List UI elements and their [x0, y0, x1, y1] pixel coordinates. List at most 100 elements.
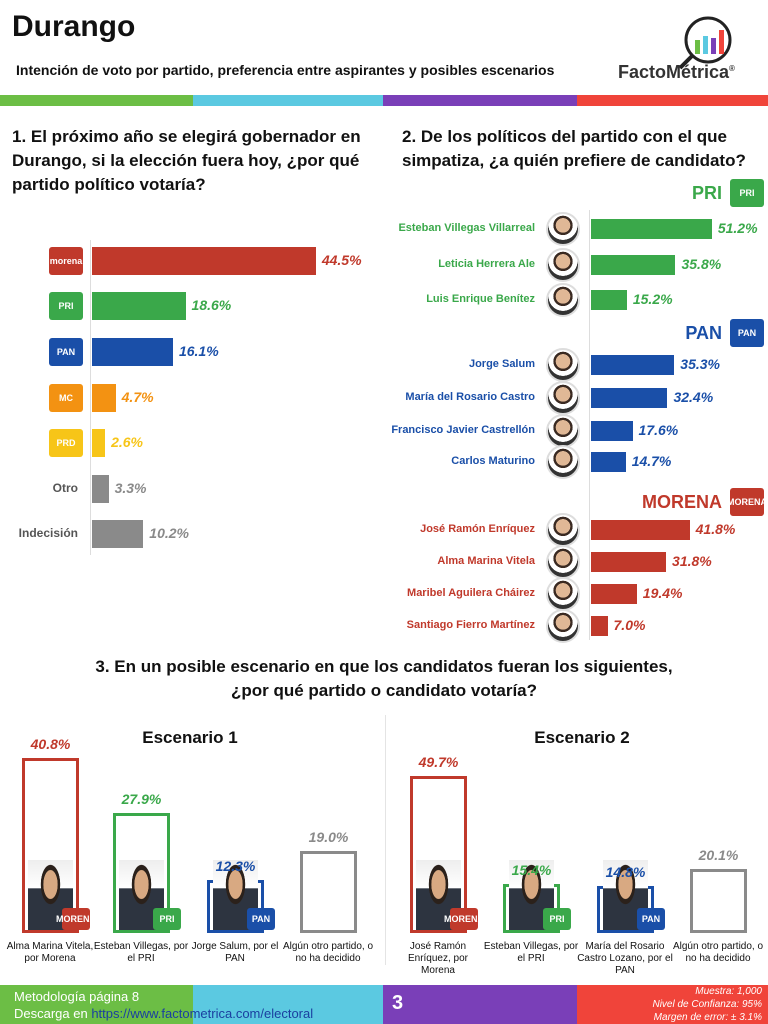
- bar-candidate: [591, 388, 668, 408]
- pri-logo-icon: PRI: [730, 179, 764, 207]
- value-label: 12.3%: [215, 858, 256, 875]
- scenario-bar: PAN: [207, 859, 275, 933]
- footer-cyan: [193, 985, 383, 1024]
- color-strip-green: [0, 95, 193, 106]
- candidate-name: Luis Enrique Benítez: [426, 293, 535, 305]
- candidate-photo: [546, 283, 580, 317]
- bar-indecisión: [92, 520, 144, 548]
- bar-candidate: [591, 421, 633, 441]
- value-label: 10.2%: [149, 525, 189, 541]
- bar-candidate: [591, 255, 676, 275]
- download-link[interactable]: https://www.factometrica.com/electoral: [91, 1006, 314, 1021]
- value-label: 15.2%: [632, 291, 673, 307]
- morena-logo-icon: morena: [49, 247, 83, 275]
- category-label: Otro: [52, 481, 78, 495]
- pan-logo-icon: PAN: [637, 907, 665, 930]
- morena-logo-icon: MORENA: [727, 488, 767, 516]
- candidate-photo: [546, 414, 580, 448]
- sample-size: Muestra: 1,000: [695, 986, 762, 997]
- survey-info: Muestra: 1,000 Nivel de Confianza: 95% M…: [652, 985, 762, 1024]
- question-3-line-2: ¿por qué partido o candidato votaría?: [230, 681, 538, 700]
- bar-candidate: [591, 584, 637, 604]
- value-label: 15.4%: [511, 862, 552, 879]
- footer-red: [577, 985, 768, 1024]
- scenario-bar: PAN: [597, 859, 665, 933]
- category-label: Esteban Villegas, por el PRI: [93, 941, 189, 964]
- value-label: 49.7%: [418, 753, 459, 770]
- value-label: 14.8%: [605, 864, 646, 881]
- category-label: María del Rosario Castro Lozano, por el …: [577, 941, 673, 976]
- scenario-bar: PRI: [503, 859, 571, 933]
- candidate-photo: [546, 609, 580, 643]
- candidate-photo: [546, 545, 580, 579]
- value-label: 7.0%: [613, 617, 646, 633]
- category-label: José Ramón Enríquez, por Morena: [407, 941, 469, 976]
- bar-candidate: [591, 520, 690, 540]
- candidate-name: José Ramón Enríquez: [420, 523, 535, 535]
- bar-pan: [92, 338, 173, 366]
- value-label: 41.8%: [695, 521, 736, 537]
- candidate-photo: [546, 248, 580, 282]
- bar-candidate: [591, 355, 675, 375]
- candidate-name: Santiago Fierro Martínez: [406, 619, 535, 631]
- category-label: Algún otro partido, o no ha decidido: [282, 941, 374, 964]
- scenario-bar: [300, 851, 357, 933]
- morena-logo-icon: MORENA: [444, 907, 484, 930]
- candidate-photo: [546, 348, 580, 382]
- methodology-note: Metodología página 8: [14, 989, 140, 1004]
- value-label: 2.6%: [111, 434, 143, 450]
- page-number: 3: [392, 992, 404, 1014]
- value-label: 16.1%: [178, 343, 219, 359]
- scenario-divider: [385, 715, 386, 965]
- bar-pri: [92, 292, 186, 320]
- bar-candidate: [591, 552, 667, 572]
- color-strip-red: [577, 95, 768, 106]
- value-label: 27.9%: [121, 791, 162, 808]
- party-header-pri: PRI: [691, 183, 722, 203]
- pan-logo-icon: PAN: [247, 907, 275, 930]
- question-2-title: 2. De los políticos del partido con el q…: [402, 127, 746, 170]
- value-label: 31.8%: [672, 553, 712, 569]
- candidate-photo: [546, 513, 580, 547]
- scenario-bar: MORENA: [22, 757, 96, 933]
- candidate-photo: [546, 381, 580, 415]
- candidate-photo: [546, 212, 580, 246]
- footer-green: [0, 985, 193, 1024]
- color-strip-purple: [383, 95, 577, 106]
- candidate-name: Esteban Villegas Villarreal: [398, 222, 535, 234]
- axis-line: [589, 210, 590, 640]
- pri-logo-icon: PRI: [543, 907, 571, 930]
- value-label: 44.5%: [321, 252, 362, 268]
- value-label: 4.7%: [121, 389, 154, 405]
- value-label: 18.6%: [191, 297, 232, 313]
- value-label: 35.8%: [681, 256, 722, 272]
- value-label: 35.3%: [680, 356, 720, 372]
- download-label: Descarga en: [14, 1006, 92, 1021]
- bar-candidate: [591, 452, 626, 472]
- candidate-name: Jorge Salum: [468, 358, 535, 370]
- party-header-pan: PAN: [685, 323, 722, 343]
- value-label: 20.1%: [698, 847, 739, 864]
- value-label: 19.0%: [308, 829, 349, 846]
- pri-logo-icon: PRI: [49, 292, 83, 320]
- pan-logo-icon: PAN: [730, 319, 764, 347]
- candidate-name: Francisco Javier Castrellón: [391, 424, 535, 436]
- value-label: 3.3%: [114, 480, 147, 496]
- category-label: Esteban Villegas, por el PRI: [483, 941, 579, 964]
- bar-candidate: [591, 219, 712, 239]
- category-label: Indecisión: [18, 526, 78, 540]
- page-subtitle: Intención de voto por partido, preferenc…: [16, 62, 555, 78]
- axis-line: [90, 240, 91, 555]
- candidate-photo: [546, 445, 580, 479]
- category-label: Alma Marina Vitela, por Morena: [6, 941, 94, 964]
- footer-left: Metodología página 8 Descarga en https:/…: [14, 988, 313, 1022]
- factometrica-logo-text: FactoMétrica®: [618, 62, 735, 82]
- bar-candidate: [591, 290, 627, 310]
- candidate-name: Leticia Herrera Ale: [438, 258, 535, 270]
- candidate-photo: [546, 577, 580, 611]
- confidence-level: Nivel de Confianza: 95%: [652, 999, 762, 1010]
- pri-logo-icon: PRI: [153, 907, 181, 930]
- prd-logo-icon: PRD: [49, 429, 83, 457]
- candidate-name: Alma Marina Vitela: [437, 555, 535, 567]
- mc-logo-icon: MC: [49, 384, 83, 412]
